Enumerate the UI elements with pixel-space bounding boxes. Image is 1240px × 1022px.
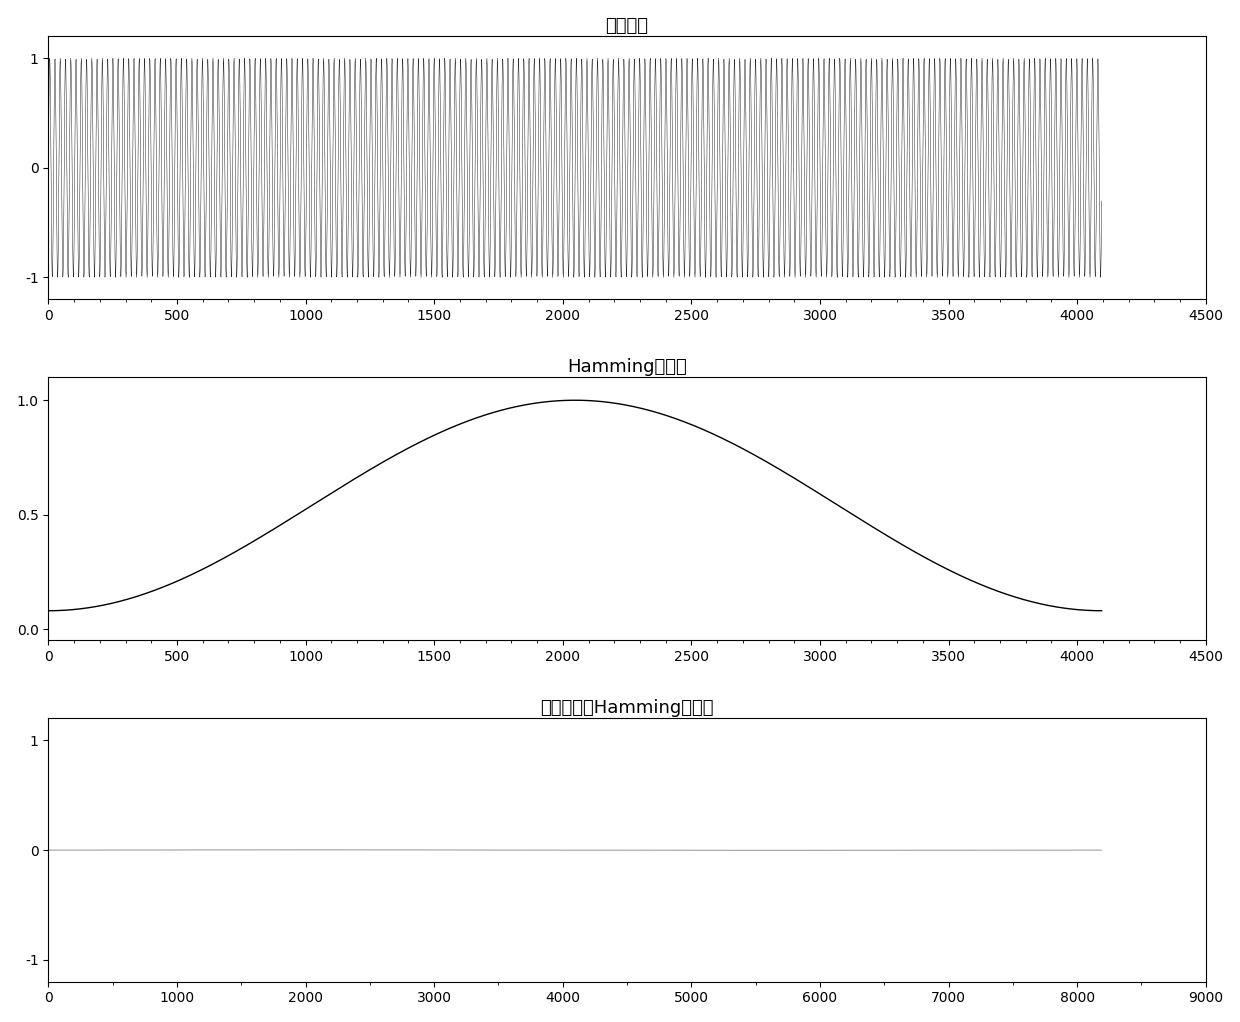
Title: 正弦函数: 正弦函数 xyxy=(605,16,649,35)
Title: 正弦函数和Hamming窗卷积: 正弦函数和Hamming窗卷积 xyxy=(541,699,714,716)
Title: Hamming窗函数: Hamming窗函数 xyxy=(567,358,687,376)
